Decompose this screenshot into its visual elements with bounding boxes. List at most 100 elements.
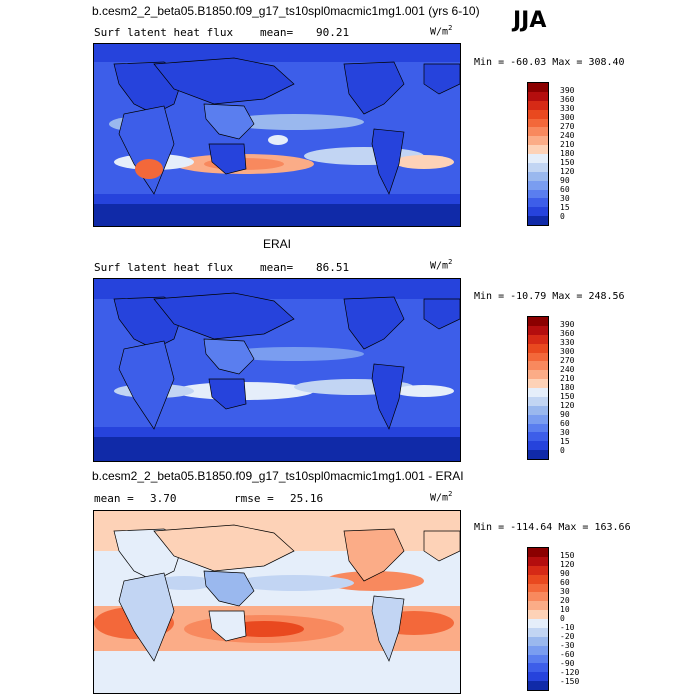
colorbar-segment [528,180,548,190]
colorbar-level-label: 120 [560,560,575,569]
panel1-map [93,43,461,227]
colorbar-level-label: 10 [560,605,570,614]
panel1-colorbar [527,82,549,226]
colorbar-level-label: 60 [560,419,570,428]
colorbar-segment [528,379,548,388]
colorbar-level-label: 150 [560,551,575,560]
colorbar-segment [528,317,548,326]
panel3-title: b.cesm2_2_beta05.B1850.f09_g17_ts10spl0m… [92,469,464,483]
colorbar-level-label: 30 [560,587,570,596]
colorbar-segment [528,619,548,628]
panel3-colorbar-labels: 150 120 90 60 30 20 10 0 -10 -20 -30 -60 -90 -120 -150 [560,547,600,691]
colorbar-segment [528,83,548,92]
colorbar-level-label: 15 [560,203,570,212]
colorbar-level-label: 90 [560,176,570,185]
colorbar-level-label: 360 [560,95,575,104]
colorbar-segment [528,145,548,154]
colorbar-segment [528,388,548,397]
panel2-map [93,278,461,462]
panel1-mean-value: 90.21 [316,26,350,39]
panel3-rmse-value: 25.16 [290,492,324,505]
colorbar-segment [528,136,548,146]
colorbar-level-label: -150 [560,677,580,686]
panel3-map-field [94,511,460,693]
panel2-colorbar [527,316,549,460]
colorbar-segment [528,109,548,119]
colorbar-level-label: 20 [560,596,570,605]
panel1-colorbar-labels: 390 360 330 300 270 240 210 180 150 120 90 60 30 15 0 [560,82,600,226]
colorbar-level-label: 120 [560,167,575,176]
colorbar-level-label: -20 [560,632,575,641]
colorbar-level-label: 0 [560,446,565,455]
panel3-rmse-label: rmse = [234,492,274,505]
panel3-mean-value: 3.70 [150,492,177,505]
colorbar-level-label: 150 [560,392,575,401]
panel1-map-field [94,44,460,226]
colorbar-segment [528,154,548,163]
colorbar-segment [528,583,548,593]
colorbar-level-label: 390 [560,86,575,95]
panel3-map [93,510,461,694]
colorbar-segment [528,171,548,181]
colorbar-segment [528,414,548,424]
panel3-units: W/m2 [430,490,453,504]
colorbar-level-label: 150 [560,158,575,167]
colorbar-level-label: 90 [560,410,570,419]
colorbar-level-label: 360 [560,329,575,338]
colorbar-level-label: 120 [560,401,575,410]
panel3-minmax: Min = -114.64 Max = 163.66 [474,522,631,533]
colorbar-segment [528,654,548,664]
panel2-variable: Surf latent heat flux [94,261,234,274]
colorbar-segment [528,352,548,362]
colorbar-segment [528,423,548,433]
colorbar-segment [528,405,548,415]
colorbar-level-label: 30 [560,194,570,203]
panel2-title: ERAI [263,237,292,251]
colorbar-segment [528,100,548,110]
colorbar-segment [528,441,548,451]
panel1-title: b.cesm2_2_beta05.B1850.f09_g17_ts10spl0m… [92,4,480,18]
colorbar-level-label: 15 [560,437,570,446]
colorbar-level-label: 60 [560,185,570,194]
colorbar-level-label: 330 [560,338,575,347]
colorbar-level-label: -60 [560,650,575,659]
colorbar-segment [528,127,548,137]
colorbar-level-label: 30 [560,428,570,437]
colorbar-level-label: 270 [560,122,575,131]
colorbar-level-label: -30 [560,641,575,650]
colorbar-segment [528,207,548,217]
panel2-units: W/m2 [430,258,453,272]
colorbar-segment [528,325,548,335]
colorbar-segment [528,574,548,584]
colorbar-level-label: 330 [560,104,575,113]
colorbar-segment [528,636,548,646]
colorbar-level-label: -10 [560,623,575,632]
colorbar-level-label: 240 [560,365,575,374]
colorbar-level-label: 90 [560,569,570,578]
colorbar-level-label: 300 [560,113,575,122]
colorbar-level-label: 180 [560,383,575,392]
colorbar-level-label: 210 [560,374,575,383]
panel2-colorbar-labels: 390 360 330 300 270 240 210 180 150 120 90 60 30 15 0 [560,316,600,460]
panel1-minmax: Min = -60.03 Max = 308.40 [474,57,625,68]
panel2-minmax: Min = -10.79 Max = 248.56 [474,291,625,302]
colorbar-segment [528,627,548,637]
colorbar-segment [528,343,548,353]
colorbar-segment [528,450,548,459]
panel1-units: W/m2 [430,24,453,38]
colorbar-segment [528,91,548,101]
colorbar-segment [528,396,548,406]
colorbar-segment [528,672,548,682]
colorbar-segment [528,601,548,611]
colorbar-segment [528,556,548,566]
colorbar-segment [528,189,548,199]
colorbar-level-label: 270 [560,356,575,365]
colorbar-segment [528,548,548,557]
colorbar-level-label: 180 [560,149,575,158]
colorbar-level-label: 300 [560,347,575,356]
colorbar-segment [528,370,548,380]
colorbar-segment [528,198,548,208]
colorbar-segment [528,663,548,673]
colorbar-level-label: -120 [560,668,580,677]
panel1-variable: Surf latent heat flux [94,26,234,39]
